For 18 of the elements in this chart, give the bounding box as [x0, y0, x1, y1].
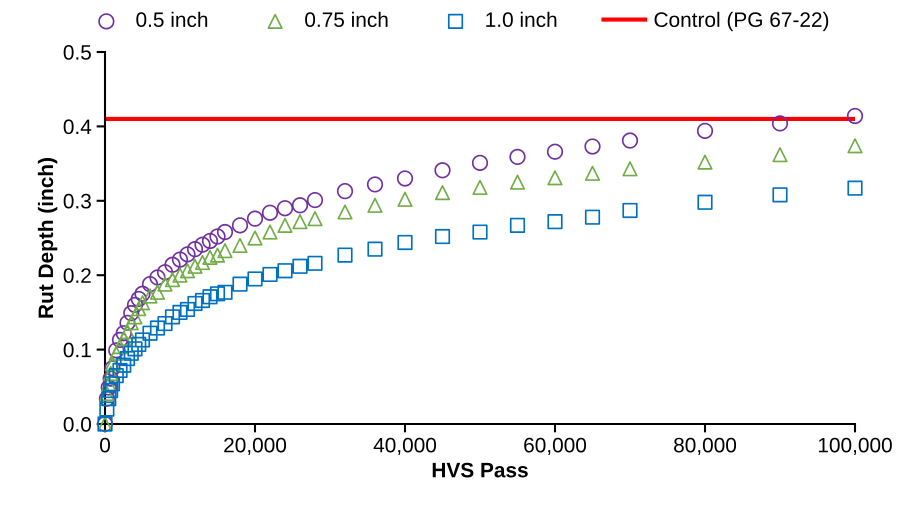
x-tick-label: 80,000: [674, 438, 736, 455]
y-tick-label: 0.5: [64, 45, 91, 60]
y-tick-label: 0.4: [64, 119, 92, 134]
x-tick-label: 100,000: [818, 438, 892, 455]
legend-label: Control (PG 67-22): [654, 12, 828, 32]
x-tick-label: 40,000: [374, 438, 436, 455]
legend-label: 0.5 inch: [136, 12, 208, 28]
y-axis-title: Rut Depth (inch): [38, 158, 58, 318]
x-tick-label: 0: [100, 438, 110, 452]
x-axis-title: HVS Pass: [432, 462, 528, 478]
x-tick-label: 20,000: [224, 438, 286, 455]
y-tick-label: 0.0: [64, 417, 91, 432]
y-tick-label: 0.1: [64, 342, 91, 358]
legend-label: 0.75 inch: [305, 12, 388, 28]
y-tick-label: 0.3: [64, 194, 91, 209]
x-tick-label: 60,000: [524, 438, 586, 455]
y-tick-label: 0.2: [64, 268, 91, 283]
legend-label: 1.0 inch: [486, 12, 556, 28]
